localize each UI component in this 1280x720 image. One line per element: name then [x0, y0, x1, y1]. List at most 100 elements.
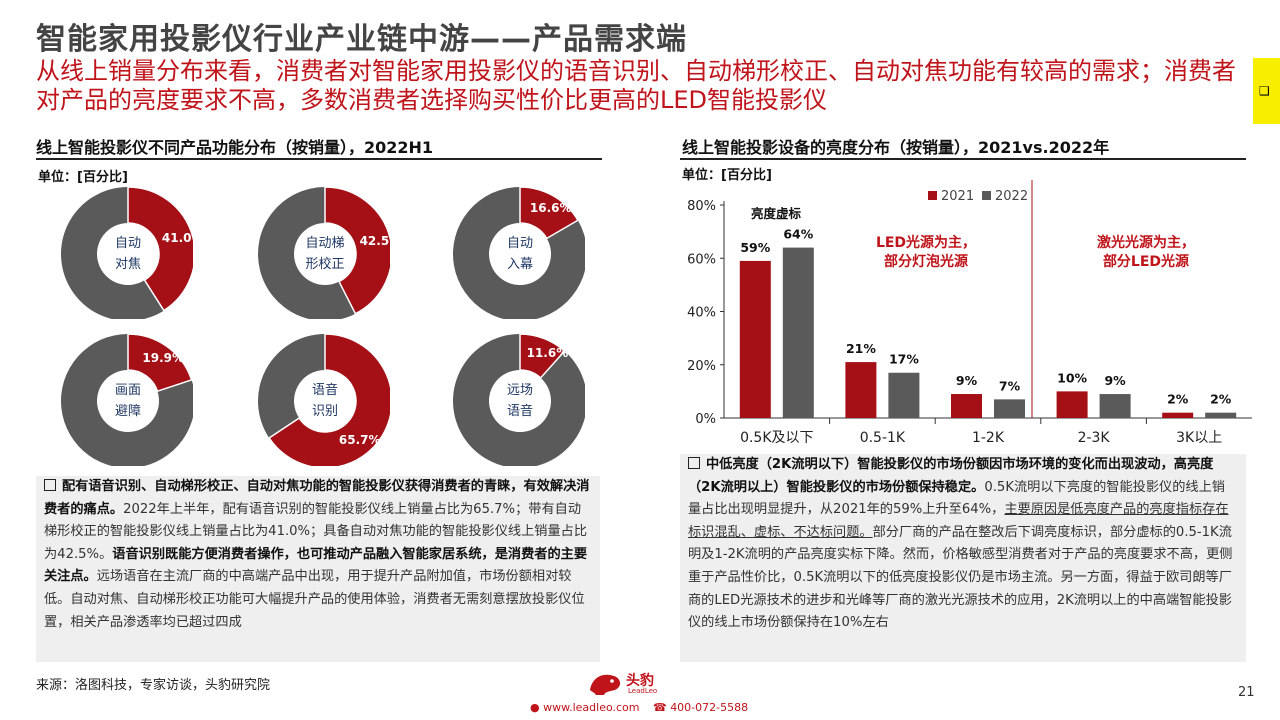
donut-value-label: 41.0% — [161, 231, 204, 246]
donut-chart — [61, 333, 193, 466]
donut-value-label: 11.6% — [526, 346, 569, 361]
donut-center-label: 画面 避障 — [98, 380, 158, 422]
donut-value-slice — [127, 333, 193, 393]
bar-2021 — [1056, 391, 1088, 418]
web-icon: ● — [530, 701, 540, 714]
donut-remainder-slice — [61, 334, 193, 466]
note-text-segment: 语音识别既能方便消费者操作，也可推动产品融入智能家居系统，是消费者的主要关注点。 — [44, 546, 588, 585]
donut-center-label-line: 语音 — [506, 404, 533, 419]
donut-center-label: 自动 入幕 — [490, 233, 550, 275]
donut-value-label: 65.7% — [338, 433, 381, 448]
donut-center-label-line: 避障 — [114, 404, 141, 419]
left-unit-label: 单位：[百分比] — [38, 170, 128, 185]
left-note-text: 配有语音识别、自动梯形校正、自动对焦功能的智能投影仪获得消费者的青睐，有效解决消… — [44, 476, 594, 634]
x-tick-label: 2-3K — [1078, 430, 1111, 446]
donut-chart — [453, 186, 585, 319]
annotation-led: LED光源为主， — [876, 234, 976, 251]
donut-center-label-line: 自动梯 — [305, 236, 345, 251]
x-tick-label: 1-2K — [972, 430, 1005, 446]
bar-data-label: 2% — [1210, 392, 1232, 407]
y-tick-label: 60% — [687, 252, 716, 267]
y-tick-label: 80% — [687, 199, 716, 214]
phone-number: 400-072-5588 — [670, 701, 749, 714]
legend-label: 2021 — [941, 189, 974, 204]
bar-2022 — [1099, 394, 1131, 418]
x-tick-label: 3K以上 — [1176, 430, 1222, 446]
donut-value-label: 42.5% — [359, 233, 402, 248]
source-text: 来源：洛图科技，专家访谈，头豹研究院 — [36, 678, 271, 693]
donut-center-label-line: 远场 — [506, 383, 533, 398]
donut-value-slice — [519, 186, 579, 240]
page-subtitle: 从线上销量分布来看，消费者对智能家用投影仪的语音识别、自动梯形校正、自动对焦功能… — [36, 57, 1236, 114]
left-section-divider — [36, 158, 602, 160]
annotation-led: 部分灯泡光源 — [884, 253, 968, 270]
donut-remainder-slice — [453, 334, 585, 466]
note-text-segment: 远场语音在主流厂商的中高端产品中出现，用于提升产品附加值，市场份额相对较低。自动… — [44, 569, 585, 630]
donut-remainder-slice — [453, 187, 585, 319]
donut-center-label-line: 画面 — [114, 383, 141, 398]
legend-swatch — [982, 191, 991, 200]
donut-remainder-slice — [258, 334, 325, 438]
bar-data-label: 9% — [956, 373, 978, 388]
left-section-title: 线上智能投影仪不同产品功能分布（按销量），2022H1 — [36, 138, 434, 157]
bar-data-label: 10% — [1057, 370, 1087, 385]
checkbox-icon: ❑ — [1259, 84, 1270, 98]
brightness-bar-chart: 0% 20% 40% 60% 80% 0.5K及以下 59% 64% 0.5-1K 21% 17% 1… — [687, 180, 1252, 446]
right-unit-label: 单位：[百分比] — [682, 168, 772, 183]
note-text-segment: 部分厂商的产品在整改后下调亮度标识，部分虚标的0.5-1K流明及1-2K流明的产… — [688, 524, 1233, 631]
side-tag: ❑ — [1253, 58, 1280, 124]
contact-line: ● www.leadleo.com ☎ 400-072-5588 — [530, 701, 748, 714]
bar-data-label: 2% — [1167, 392, 1189, 407]
website-link[interactable]: www.leadleo.com — [543, 701, 640, 714]
bar-2022 — [1205, 412, 1237, 418]
donut-center-label-line: 自动 — [114, 236, 141, 251]
bar-2022 — [994, 399, 1025, 418]
right-section-divider — [680, 158, 1246, 160]
annotation-laser: 部分LED光源 — [1103, 253, 1189, 270]
page-title: 智能家用投影仪行业产业链中游——产品需求端 — [36, 22, 687, 57]
donut-center-label-line: 识别 — [311, 404, 338, 419]
right-note-text: 中低亮度（2K流明以下）智能投影仪的市场份额因市场环境的变化而出现波动，高亮度（… — [688, 454, 1238, 635]
phone-icon: ☎ — [652, 701, 667, 714]
donut-center-label-line: 自动 — [506, 236, 533, 251]
checkbox-square-icon — [44, 479, 56, 491]
y-tick-label: 40% — [687, 306, 716, 321]
note-text-segment: 2022年上半年，配有语音识别的智能投影仪线上销量占比为65.7%；带有自动梯形… — [44, 501, 588, 562]
donut-chart — [258, 186, 390, 319]
donut-remainder-slice — [61, 187, 164, 319]
brand-name: 头豹 — [626, 673, 654, 689]
donut-center-label: 远场 语音 — [490, 380, 550, 422]
x-tick-label: 0.5K及以下 — [740, 430, 813, 446]
donut-center-label: 语音 识别 — [295, 380, 355, 422]
donut-center-label-line: 语音 — [311, 383, 338, 398]
page-number: 21 — [1238, 685, 1255, 700]
donut-center-label-line: 形校正 — [305, 257, 345, 272]
bar-data-label: 21% — [846, 341, 876, 356]
donut-value-label: 19.9% — [142, 350, 185, 365]
legend-swatch — [928, 191, 937, 200]
donut-center-label: 自动 对焦 — [98, 233, 158, 275]
donut-value-slice — [268, 333, 390, 466]
donut-center-label-line: 对焦 — [114, 257, 141, 272]
donut-center-label: 自动梯 形校正 — [295, 233, 355, 275]
right-section-title: 线上智能投影设备的亮度分布（按销量），2021vs.2022年 — [682, 138, 1110, 157]
bar-data-label: 9% — [1104, 373, 1126, 388]
note-text-segment: 主要原因是低亮度产品的亮度指标存在标识混乱、虚标、不达标问题。 — [688, 502, 1229, 540]
leadleo-logo — [590, 674, 621, 695]
bar-2022 — [782, 247, 814, 418]
donut-center-label-line: 入幕 — [506, 257, 533, 272]
note-text-segment: 配有语音识别、自动梯形校正、自动对焦功能的智能投影仪获得消费者的青睐，有效解决消… — [44, 479, 590, 517]
bar-2021 — [739, 260, 771, 418]
donut-chart — [453, 333, 585, 466]
donut-value-label: 16.6% — [529, 200, 572, 215]
left-note-box: 配有语音识别、自动梯形校正、自动对焦功能的智能投影仪获得消费者的青睐，有效解决消… — [36, 476, 600, 662]
y-tick-label: 20% — [687, 359, 716, 374]
bar-data-label: 17% — [889, 352, 919, 367]
legend-label: 2022 — [995, 189, 1028, 204]
bar-data-label: 59% — [740, 240, 770, 255]
donut-chart — [61, 186, 193, 319]
note-text-segment: 0.5K流明以下亮度的智能投影仪的线上销量占比出现明显提升，从2021年的59%… — [688, 479, 1225, 518]
bar-data-label: 64% — [783, 227, 813, 242]
bar-2021 — [845, 362, 877, 418]
x-tick-label: 0.5-1K — [860, 430, 906, 446]
